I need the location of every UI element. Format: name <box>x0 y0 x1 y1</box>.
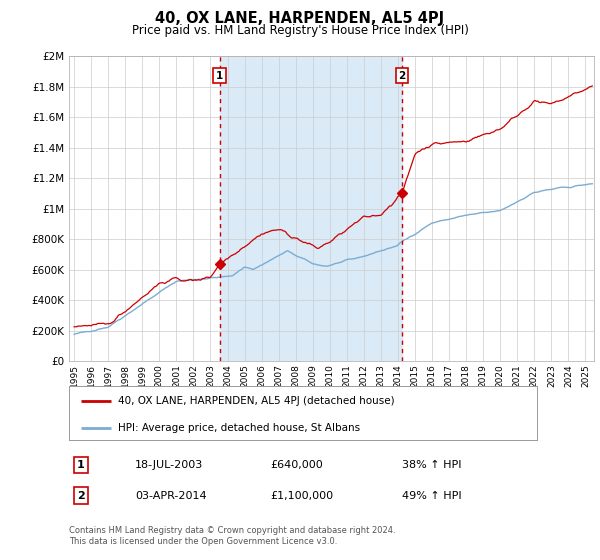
Text: 2: 2 <box>398 71 406 81</box>
Text: Contains HM Land Registry data © Crown copyright and database right 2024.
This d: Contains HM Land Registry data © Crown c… <box>69 526 395 546</box>
Text: 18-JUL-2003: 18-JUL-2003 <box>135 460 203 470</box>
Bar <box>220 56 402 361</box>
Text: 38% ↑ HPI: 38% ↑ HPI <box>402 460 461 470</box>
Text: 2: 2 <box>77 491 85 501</box>
Text: 49% ↑ HPI: 49% ↑ HPI <box>402 491 461 501</box>
Text: 40, OX LANE, HARPENDEN, AL5 4PJ: 40, OX LANE, HARPENDEN, AL5 4PJ <box>155 11 445 26</box>
Text: £640,000: £640,000 <box>270 460 323 470</box>
Text: £1,100,000: £1,100,000 <box>270 491 333 501</box>
Text: 1: 1 <box>216 71 223 81</box>
Text: 03-APR-2014: 03-APR-2014 <box>135 491 206 501</box>
Text: HPI: Average price, detached house, St Albans: HPI: Average price, detached house, St A… <box>118 423 360 433</box>
Text: 40, OX LANE, HARPENDEN, AL5 4PJ (detached house): 40, OX LANE, HARPENDEN, AL5 4PJ (detache… <box>118 396 395 406</box>
Text: 1: 1 <box>77 460 85 470</box>
Text: Price paid vs. HM Land Registry's House Price Index (HPI): Price paid vs. HM Land Registry's House … <box>131 24 469 37</box>
